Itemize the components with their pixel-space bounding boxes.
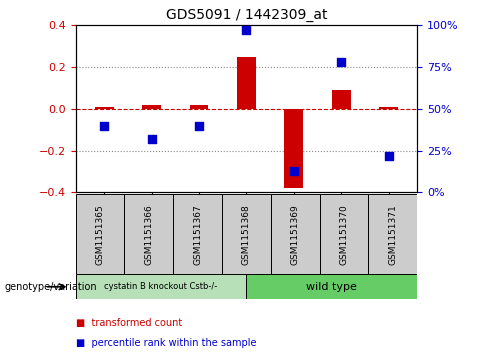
Text: wild type: wild type (306, 282, 357, 292)
Text: ■  percentile rank within the sample: ■ percentile rank within the sample (76, 338, 256, 348)
Bar (320, 194, 368, 274)
Text: GSM1151371: GSM1151371 (388, 204, 397, 265)
Bar (76, 274, 246, 299)
Point (148, 136, 156, 142)
Point (290, 168, 298, 174)
Bar (368, 194, 417, 274)
Bar (222, 194, 271, 274)
Bar (237, 57, 256, 109)
Bar (379, 107, 398, 109)
Point (100, 123, 108, 129)
Bar (285, 109, 304, 188)
Title: GDS5091 / 1442309_at: GDS5091 / 1442309_at (166, 8, 327, 22)
Bar (189, 105, 208, 109)
Text: GSM1151366: GSM1151366 (144, 204, 153, 265)
Point (195, 123, 203, 129)
Bar (246, 274, 417, 299)
Point (385, 153, 393, 159)
Bar (142, 105, 161, 109)
Text: ■  transformed count: ■ transformed count (76, 318, 182, 328)
Bar (95, 107, 114, 109)
Text: GSM1151365: GSM1151365 (96, 204, 104, 265)
Bar (124, 194, 173, 274)
Point (243, 28, 250, 33)
Text: cystatin B knockout Cstb-/-: cystatin B knockout Cstb-/- (104, 282, 218, 291)
Text: GSM1151370: GSM1151370 (340, 204, 348, 265)
Text: GSM1151368: GSM1151368 (242, 204, 251, 265)
Text: genotype/variation: genotype/variation (5, 282, 98, 292)
Bar (76, 194, 124, 274)
Text: GSM1151369: GSM1151369 (291, 204, 300, 265)
Bar (332, 90, 351, 109)
Bar (173, 194, 222, 274)
Point (337, 59, 345, 65)
Bar (271, 194, 320, 274)
Text: GSM1151367: GSM1151367 (193, 204, 202, 265)
